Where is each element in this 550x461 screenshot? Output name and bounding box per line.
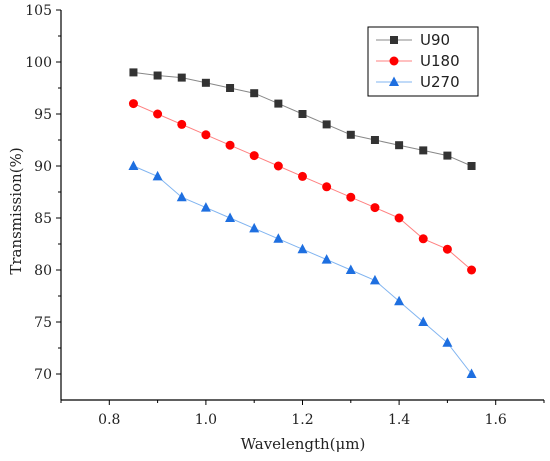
- data-point: [153, 109, 163, 119]
- data-point: [201, 78, 210, 87]
- data-point: [249, 151, 259, 161]
- data-point: [370, 203, 380, 213]
- data-point: [225, 140, 235, 150]
- x-tick-label: 1.6: [485, 412, 507, 428]
- data-point: [346, 192, 356, 202]
- data-point: [128, 160, 139, 170]
- data-point: [419, 146, 428, 155]
- y-tick-label: 100: [25, 55, 52, 71]
- data-point: [226, 84, 235, 92]
- data-point: [322, 120, 331, 129]
- data-point: [298, 171, 307, 181]
- data-point: [443, 151, 452, 160]
- data-point: [274, 99, 283, 108]
- y-tick-label: 85: [34, 211, 52, 227]
- y-axis-title: Transmission(%): [7, 147, 25, 274]
- data-point: [152, 170, 163, 181]
- data-point: [466, 368, 477, 378]
- data-point: [418, 234, 428, 244]
- data-point: [322, 182, 332, 192]
- x-axis-title: Wavelength(μm): [241, 435, 366, 453]
- y-tick-label: 70: [34, 367, 52, 383]
- data-point: [225, 212, 236, 222]
- data-point: [129, 68, 138, 77]
- series-u180: [128, 99, 477, 275]
- data-point: [200, 202, 211, 212]
- data-point: [176, 191, 187, 202]
- data-point: [128, 99, 138, 109]
- data-point: [418, 316, 429, 326]
- y-tick-label: 80: [34, 263, 52, 279]
- legend-label: U90: [420, 31, 450, 49]
- data-point: [467, 162, 476, 170]
- data-point: [177, 119, 187, 129]
- data-point: [346, 130, 355, 139]
- legend-label: U270: [420, 73, 460, 91]
- data-point: [298, 110, 307, 118]
- data-point: [177, 73, 186, 82]
- series-u270: [128, 160, 477, 378]
- y-tick-label: 105: [25, 3, 52, 19]
- y-tick-label: 75: [34, 315, 52, 331]
- legend-marker: [390, 36, 398, 44]
- data-point: [442, 337, 453, 347]
- x-tick-label: 0.8: [98, 412, 120, 428]
- data-point: [442, 244, 452, 254]
- legend-marker: [389, 56, 399, 66]
- legend: U90 U180 U270: [367, 26, 479, 97]
- legend-label: U180: [420, 52, 460, 70]
- data-point: [249, 222, 260, 233]
- data-point: [153, 71, 162, 80]
- data-point: [467, 265, 477, 275]
- data-point: [394, 295, 405, 306]
- data-point: [394, 213, 404, 223]
- x-tick-label: 1.0: [195, 412, 217, 428]
- data-point: [321, 254, 332, 264]
- y-tick-label: 90: [34, 159, 52, 175]
- y-tick-label: 95: [34, 107, 52, 123]
- data-point: [369, 274, 380, 285]
- data-point: [201, 130, 211, 140]
- series-u90: [129, 68, 476, 170]
- data-point: [273, 233, 284, 243]
- x-tick-label: 1.4: [388, 412, 410, 428]
- data-point: [250, 89, 259, 98]
- data-point: [273, 161, 283, 171]
- legend-marker: [389, 76, 399, 86]
- data-point: [297, 243, 308, 254]
- data-point: [345, 264, 356, 274]
- x-tick-label: 1.2: [291, 412, 313, 428]
- data-point: [370, 136, 379, 144]
- data-point: [395, 141, 404, 150]
